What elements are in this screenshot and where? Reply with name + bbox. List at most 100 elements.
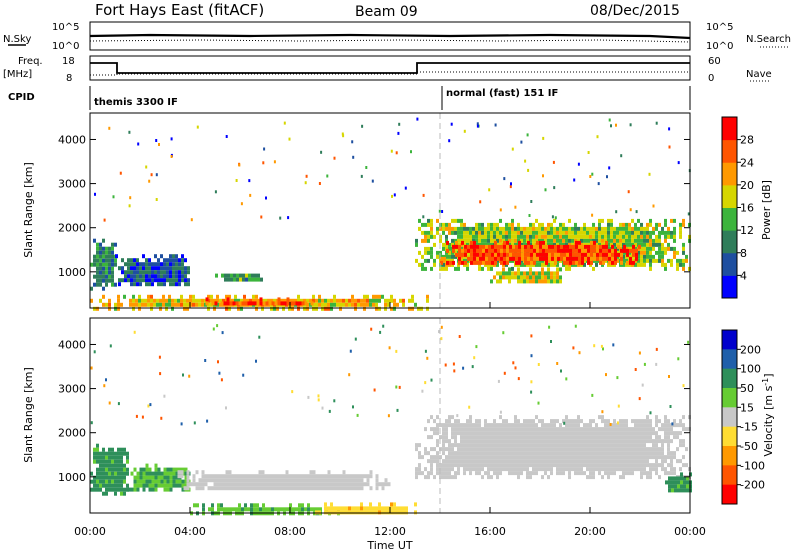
velocity-cell: [586, 463, 589, 468]
power-cell: [162, 302, 165, 307]
power-cell: [532, 226, 535, 231]
velocity-cell: [646, 475, 649, 480]
power-cell: [541, 222, 544, 227]
power-cell: [339, 302, 342, 307]
power-cell: [357, 298, 360, 303]
velocity-cell: [532, 439, 535, 444]
power-cell: [121, 266, 124, 271]
velocity-cell: [228, 474, 232, 479]
date-label: 08/Dec/2015: [590, 3, 680, 19]
velocity-noise-cell: [258, 335, 261, 339]
velocity-cell: [553, 447, 556, 452]
power-cell: [366, 298, 369, 303]
freq-panel: Freq. [MHz] 18 8 60 0 Nave: [3, 55, 772, 84]
power-cell: [482, 260, 485, 265]
power-cell: [562, 230, 565, 235]
power-cell: [117, 302, 120, 307]
power-cell: [590, 256, 593, 261]
velocity-cell: [460, 455, 463, 460]
power-cell: [259, 301, 263, 306]
velocity-cell: [637, 447, 640, 452]
power-cell: [538, 271, 541, 276]
power-cell: [466, 238, 469, 243]
power-noise-cell: [273, 160, 276, 164]
power-y-axis-label: Slant Range [km]: [22, 162, 35, 258]
velocity-cell: [445, 431, 448, 436]
power-cell: [157, 278, 160, 283]
velocity-cell: [345, 506, 348, 511]
velocity-cell: [670, 459, 673, 464]
velocity-cell: [318, 474, 322, 479]
velocity-cell: [402, 510, 405, 515]
power-colorbar-segment: [722, 139, 737, 163]
power-cell: [154, 254, 157, 259]
velocity-cell: [646, 419, 649, 424]
velocity-cell: [574, 439, 577, 444]
power-cell: [628, 226, 631, 231]
velocity-noise-cell: [204, 359, 207, 362]
velocity-cell: [613, 455, 616, 460]
power-cell: [460, 218, 463, 223]
velocity-cell: [348, 474, 352, 479]
velocity-cell: [123, 467, 126, 472]
power-cell: [222, 298, 225, 303]
power-cell: [111, 258, 114, 263]
power-cell: [172, 274, 175, 279]
velocity-cell: [339, 486, 343, 491]
power-cell: [192, 302, 195, 307]
power-cell: [430, 234, 433, 239]
velocity-cell: [655, 439, 658, 444]
velocity-cell: [499, 431, 502, 436]
velocity-cell: [553, 439, 556, 444]
power-cell: [130, 258, 133, 263]
power-cell: [96, 282, 99, 287]
velocity-cell: [490, 451, 493, 456]
power-cell: [527, 248, 530, 253]
velocity-cell: [538, 455, 541, 460]
velocity-cell: [120, 471, 123, 476]
velocity-cell: [487, 427, 490, 432]
power-cell: [96, 246, 99, 251]
velocity-cell: [619, 439, 622, 444]
velocity-cell: [655, 467, 658, 472]
power-noise-cell: [620, 154, 623, 158]
velocity-cell: [478, 451, 481, 456]
power-cell: [578, 252, 581, 257]
velocity-cell: [556, 459, 559, 464]
power-noise-cell: [333, 156, 336, 160]
power-cell: [580, 230, 583, 235]
power-cell: [96, 262, 99, 267]
power-cell: [315, 298, 318, 303]
velocity-cell: [598, 443, 601, 448]
nave-tick-max: 60: [708, 56, 721, 67]
velocity-cell: [430, 415, 433, 420]
power-cell: [324, 298, 327, 303]
power-cell: [144, 298, 147, 303]
velocity-cell: [631, 459, 634, 464]
power-cell: [436, 226, 439, 231]
power-cell: [538, 226, 541, 231]
power-cell: [557, 248, 560, 253]
power-cell: [421, 266, 424, 271]
velocity-noise-cell: [163, 394, 166, 398]
velocity-cell: [625, 455, 628, 460]
power-cell: [476, 256, 479, 261]
power-cell: [629, 248, 632, 253]
velocity-cell: [166, 467, 170, 472]
power-cell: [254, 273, 257, 278]
velocity-cell: [538, 443, 541, 448]
velocity-cell: [490, 455, 493, 460]
power-cell: [679, 234, 682, 239]
velocity-cell: [553, 431, 556, 436]
velocity-cell: [499, 459, 502, 464]
velocity-cell: [664, 419, 667, 424]
power-cell: [679, 222, 682, 227]
velocity-cell: [592, 467, 595, 472]
power-cell: [496, 222, 499, 227]
velocity-cell: [514, 447, 517, 452]
cpid-label: CPID: [8, 92, 35, 103]
power-cell: [553, 238, 556, 243]
velocity-cell: [291, 474, 295, 479]
velocity-cell: [387, 506, 390, 511]
velocity-cell: [598, 471, 601, 476]
